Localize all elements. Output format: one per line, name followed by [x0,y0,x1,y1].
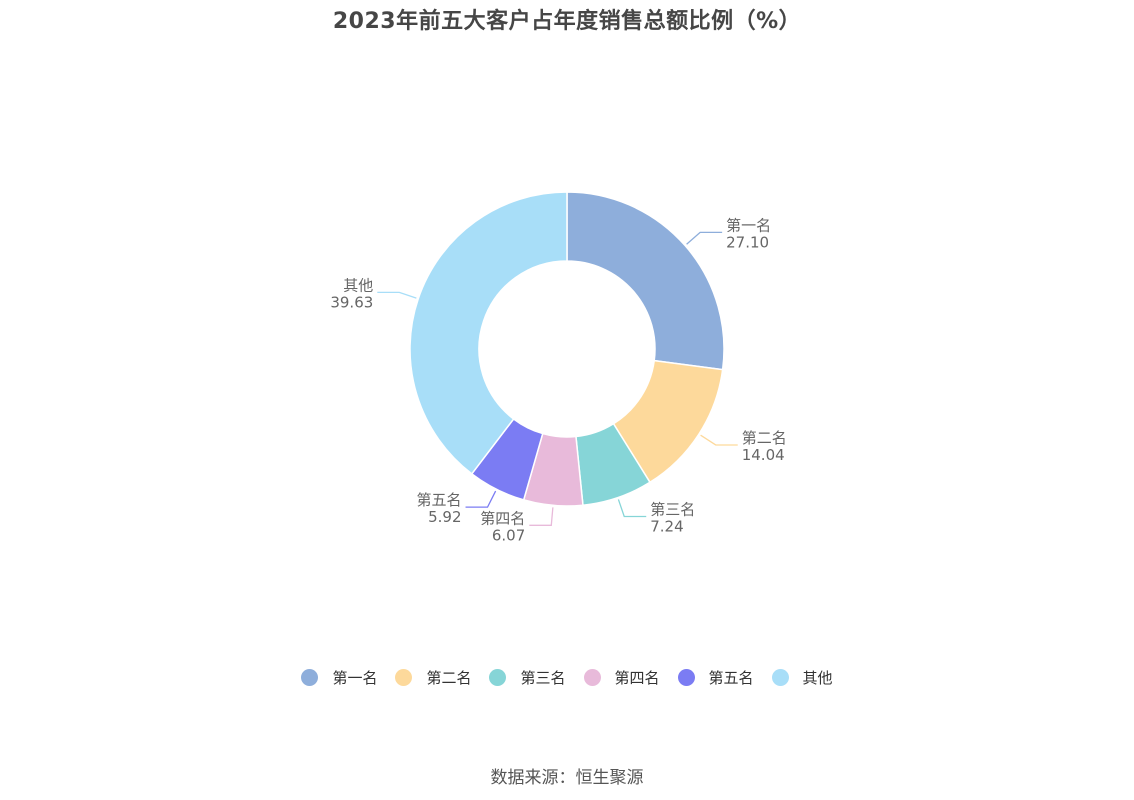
legend-item-fourth[interactable]: 第四名 [583,667,660,688]
legend-swatch-fourth [583,669,601,686]
slice-label-value-fourth: 6.07 [492,526,525,544]
leader-line-other [377,291,417,299]
legend-label-first: 第一名 [332,669,378,687]
slice-label-name-fifth: 第五名 [417,491,462,509]
legend-label-fourth: 第四名 [614,669,660,687]
leader-line-fourth [529,507,554,526]
legend-swatch-first [301,669,319,686]
slice-label-name-first: 第一名 [726,216,771,234]
slice-label-value-fifth: 5.92 [428,508,461,526]
legend-label-second: 第二名 [426,669,472,687]
slice-label-name-other: 其他 [343,276,373,294]
chart-title: 2023年前五大客户占年度销售总额比例（%） [332,9,802,34]
leader-line-fifth [465,490,497,508]
chart-legend: 第一名 第二名 第三名 第四名 第五名 其他 [0,667,1134,688]
legend-swatch-second [395,669,413,686]
label-leader-lines [377,231,738,526]
leader-line-third [617,499,647,518]
legend-item-other[interactable]: 其他 [771,667,833,688]
legend-item-third[interactable]: 第三名 [489,667,566,688]
legend-item-fifth[interactable]: 第五名 [677,667,754,688]
legend-swatch-other [771,669,789,686]
slice-label-name-third: 第三名 [650,500,695,518]
legend-label-fifth: 第五名 [708,669,754,687]
slice-label-value-first: 27.10 [726,233,769,251]
data-source-note: 数据来源：恒生聚源 [490,768,644,788]
leader-line-first [686,231,723,245]
slice-label-name-second: 第二名 [742,429,787,447]
legend-item-first[interactable]: 第一名 [301,667,377,688]
legend-label-third: 第三名 [520,669,566,687]
legend-swatch-fifth [677,669,695,686]
legend-item-second[interactable]: 第二名 [395,667,471,688]
leader-line-second [700,434,738,446]
legend-label-other: 其他 [802,669,833,687]
slice-label-value-second: 14.04 [742,446,785,464]
slice-label-value-other: 39.63 [330,293,373,311]
donut-slices [409,191,725,507]
slice-label-value-third: 7.24 [650,517,683,535]
slice-other[interactable] [409,191,568,475]
slice-label-name-fourth: 第四名 [480,509,525,527]
legend-swatch-third [489,669,507,686]
slice-first[interactable] [566,191,725,371]
